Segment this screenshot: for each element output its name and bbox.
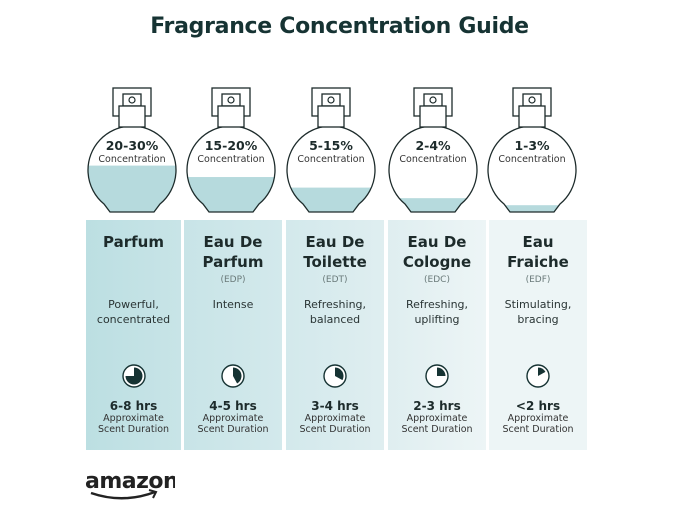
bottle-icon — [186, 87, 276, 213]
page-title: Fragrance Concentration Guide — [150, 14, 529, 39]
clock-icon — [323, 364, 347, 388]
bottle-icon — [487, 87, 577, 213]
amazon-logo: amazon — [85, 468, 179, 506]
type-description: Intense — [212, 298, 254, 311]
concentration-label: Concentration — [498, 154, 566, 165]
type-abbreviation: (EDC) — [424, 275, 450, 285]
type-name: Eau De Cologne — [402, 233, 472, 271]
bottle-icon — [286, 87, 376, 213]
duration-value: 3-4 hrs — [311, 399, 359, 413]
concentration-value: 1-3% — [514, 138, 550, 153]
clock-fill — [233, 367, 242, 384]
type-name: Eau De Toilette — [303, 233, 367, 271]
duration-label: Approximate Scent Duration — [97, 413, 170, 435]
concentration-label: Concentration — [197, 154, 265, 165]
clock-icon — [221, 364, 245, 388]
concentration-label: Concentration — [399, 154, 467, 165]
clock-icon — [121, 364, 146, 388]
type-abbreviation: (EDF) — [525, 275, 551, 285]
type-name: Eau De Parfum — [202, 233, 264, 271]
type-name: Parfum — [103, 233, 164, 251]
duration-label: Approximate Scent Duration — [401, 413, 473, 435]
clock-fill — [335, 367, 344, 381]
liquid-level — [287, 187, 376, 213]
logo-text: amazon — [85, 469, 175, 494]
clock-fill — [538, 367, 546, 376]
bottle-3: 2-4% Concentration — [383, 86, 483, 218]
type-description: Powerful, concentrated — [96, 298, 171, 326]
concentration-label: Concentration — [297, 154, 365, 165]
column-parfum: Parfum Powerful, concentrated 6-8 hrs App… — [86, 220, 181, 450]
type-description: Refreshing, uplifting — [405, 298, 469, 326]
duration-value: <2 hrs — [515, 399, 561, 413]
duration-label: Approximate Scent Duration — [197, 413, 269, 435]
type-description: Refreshing, balanced — [303, 298, 367, 326]
concentration-value: 15-20% — [204, 138, 258, 153]
duration-label: Approximate Scent Duration — [299, 413, 371, 435]
clock-icon — [526, 364, 550, 388]
column-eau-fraiche: Eau Fraiche (EDF) Stimulating, bracing <2 … — [489, 220, 587, 450]
bottle-1: 15-20% Concentration — [181, 86, 281, 218]
duration-label: Approximate Scent Duration — [502, 413, 574, 435]
duration-value: 6-8 hrs — [109, 399, 158, 413]
concentration-value: 20-30% — [105, 138, 159, 153]
concentration-value: 5-15% — [309, 138, 353, 153]
clock-fill — [437, 367, 446, 376]
type-description: Stimulating, bracing — [504, 298, 572, 326]
bottle-icon — [388, 87, 478, 213]
clock-icon — [425, 364, 449, 388]
type-abbreviation: (EDP) — [220, 275, 246, 285]
clock-fill — [125, 367, 142, 385]
bottle-4: 1-3% Concentration — [482, 86, 582, 218]
type-abbreviation: (EDT) — [322, 275, 348, 285]
bottle-2: 5-15% Concentration — [281, 86, 381, 218]
liquid-level — [488, 205, 577, 213]
concentration-label: Concentration — [98, 154, 166, 165]
column-eau-de-toilette: Eau De Toilette (EDT) Refreshing, balanced… — [286, 220, 384, 450]
column-eau-de-cologne: Eau De Cologne (EDC) Refreshing, uplifting… — [388, 220, 486, 450]
liquid-level — [88, 165, 177, 213]
bottle-0: 20-30% Concentration — [82, 86, 182, 218]
duration-value: 2-3 hrs — [413, 399, 461, 413]
concentration-value: 2-4% — [415, 138, 451, 153]
bottle-icon — [87, 87, 177, 213]
column-eau-de-parfum: Eau De Parfum (EDP) Intense 4-5 hrs Appro… — [184, 220, 282, 450]
duration-value: 4-5 hrs — [209, 399, 257, 413]
type-name: Eau Fraiche — [507, 233, 569, 271]
liquid-level — [389, 198, 478, 213]
